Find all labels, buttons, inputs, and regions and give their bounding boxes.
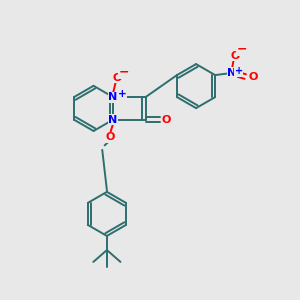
Text: O: O [105,132,115,142]
Text: O: O [162,115,171,125]
Text: N: N [109,92,118,102]
Text: +: + [235,66,243,76]
Text: O: O [112,73,122,83]
Text: O: O [249,72,258,82]
Text: N: N [109,115,118,125]
Text: −: − [118,65,129,78]
Text: O: O [230,51,240,61]
Text: −: − [237,43,247,56]
Text: +: + [118,89,127,99]
Text: N: N [227,68,236,78]
